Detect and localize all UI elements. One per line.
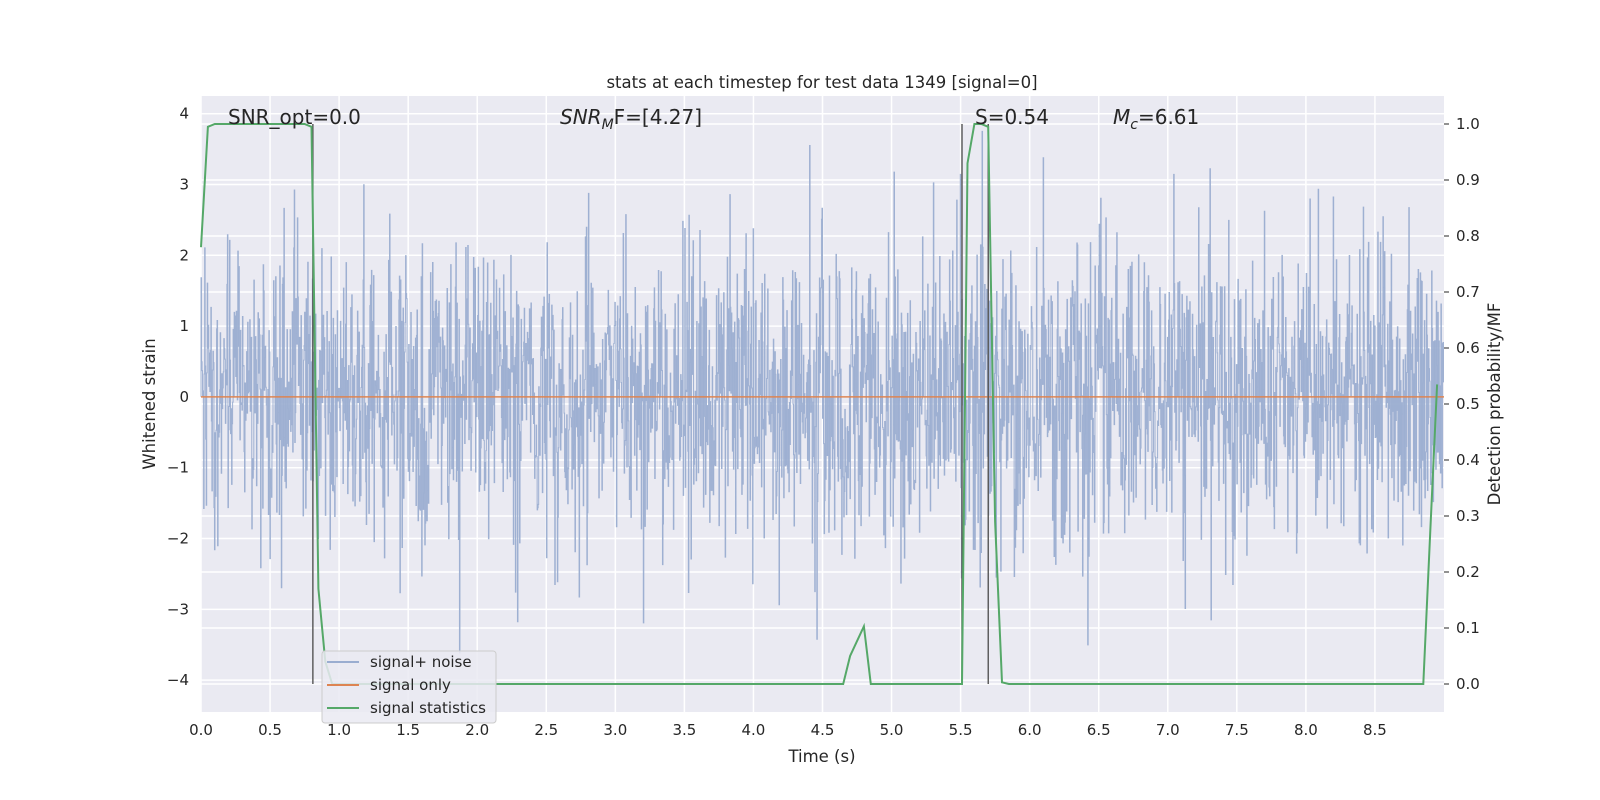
y-right-tick-label: 1.0 bbox=[1456, 115, 1480, 133]
series-signal-noise bbox=[200, 130, 1444, 654]
y-right-tick-label: 0.1 bbox=[1456, 619, 1480, 637]
series-signal-statistics bbox=[200, 123, 1439, 685]
x-tick-label: 3.5 bbox=[672, 721, 696, 739]
mc-sub: c bbox=[1130, 117, 1138, 133]
x-tick-label: 8.5 bbox=[1363, 721, 1387, 739]
y-axis-right-label: Detection probability/MF bbox=[1485, 303, 1504, 506]
x-axis-label: Time (s) bbox=[787, 747, 855, 766]
x-tick-label: 2.0 bbox=[465, 721, 489, 739]
y-axis-right-ticks: 1.0 0.9 0.8 0.7 0.6 0.5 0.4 0.3 0.2 0.1 0.0 bbox=[1444, 115, 1480, 693]
mc-suffix: =6.61 bbox=[1138, 105, 1199, 129]
signal-noise-trace bbox=[200, 130, 1444, 654]
legend-label-signal-statistics: signal statistics bbox=[370, 699, 486, 717]
y-right-tick-label: 0.0 bbox=[1456, 675, 1480, 693]
y-axis-label: Whitened strain bbox=[140, 338, 159, 469]
y-right-tick-label: 0.8 bbox=[1456, 227, 1480, 245]
x-tick-label: 8.0 bbox=[1294, 721, 1318, 739]
x-tick-label: 4.0 bbox=[742, 721, 766, 739]
annotation-s: S=0.54 bbox=[975, 105, 1049, 129]
annotation-snr-opt: SNR_opt=0.0 bbox=[228, 105, 361, 129]
legend-label-signal-only: signal only bbox=[370, 676, 451, 694]
x-tick-label: 6.0 bbox=[1018, 721, 1042, 739]
annotation-snr-mf: SNRMF=[4.27] bbox=[560, 105, 702, 133]
y-right-tick-label: 0.9 bbox=[1456, 171, 1480, 189]
y-right-tick-label: 0.7 bbox=[1456, 283, 1480, 301]
y-tick-label: −2 bbox=[167, 530, 189, 548]
y-right-tick-label: 0.6 bbox=[1456, 339, 1480, 357]
annotation-mc: Mc=6.61 bbox=[1113, 105, 1199, 133]
y-tick-label: −3 bbox=[167, 600, 189, 618]
legend-box bbox=[321, 650, 497, 724]
y-tick-label: 2 bbox=[179, 246, 189, 264]
x-tick-label: 3.0 bbox=[603, 721, 627, 739]
x-tick-label: 0.5 bbox=[258, 721, 282, 739]
x-tick-label: 4.5 bbox=[811, 721, 835, 739]
legend-label-signal-noise: signal+ noise bbox=[370, 653, 472, 671]
snr-mf-prefix: SNR bbox=[560, 105, 602, 129]
y-right-tick-label: 0.3 bbox=[1456, 507, 1480, 525]
y-tick-label: 3 bbox=[179, 176, 189, 194]
mc-prefix: M bbox=[1113, 105, 1130, 129]
x-tick-label: 7.0 bbox=[1156, 721, 1180, 739]
x-tick-label: 0.0 bbox=[189, 721, 213, 739]
y-tick-label: −1 bbox=[167, 459, 189, 477]
y-tick-label: 0 bbox=[179, 388, 189, 406]
y-tick-label: 1 bbox=[179, 317, 189, 335]
x-tick-label: 6.5 bbox=[1087, 721, 1111, 739]
x-tick-label: 1.0 bbox=[327, 721, 351, 739]
y-right-tick-label: 0.5 bbox=[1456, 395, 1480, 413]
legend: signal+ noise signal only signal statist… bbox=[321, 650, 497, 724]
x-tick-label: 2.5 bbox=[534, 721, 558, 739]
snr-mf-sub: M bbox=[602, 117, 614, 133]
x-tick-label: 5.5 bbox=[949, 721, 973, 739]
snr-mf-suffix: F=[4.27] bbox=[614, 105, 702, 129]
y-right-tick-label: 0.4 bbox=[1456, 451, 1480, 469]
y-tick-label: −4 bbox=[167, 671, 189, 689]
x-tick-label: 7.5 bbox=[1225, 721, 1249, 739]
chart-title: stats at each timestep for test data 134… bbox=[606, 73, 1037, 92]
y-right-tick-label: 0.2 bbox=[1456, 563, 1480, 581]
x-tick-label: 5.0 bbox=[880, 721, 904, 739]
x-tick-label: 1.5 bbox=[396, 721, 420, 739]
y-axis-ticks: 4 3 2 1 0 −1 −2 −3 −4 bbox=[167, 105, 189, 689]
y-tick-label: 4 bbox=[179, 105, 189, 123]
x-axis-ticks: 0.0 0.5 1.0 1.5 2.0 2.5 3.0 3.5 4.0 4.5 5.0 5.5 6.0 6… bbox=[189, 721, 1387, 739]
